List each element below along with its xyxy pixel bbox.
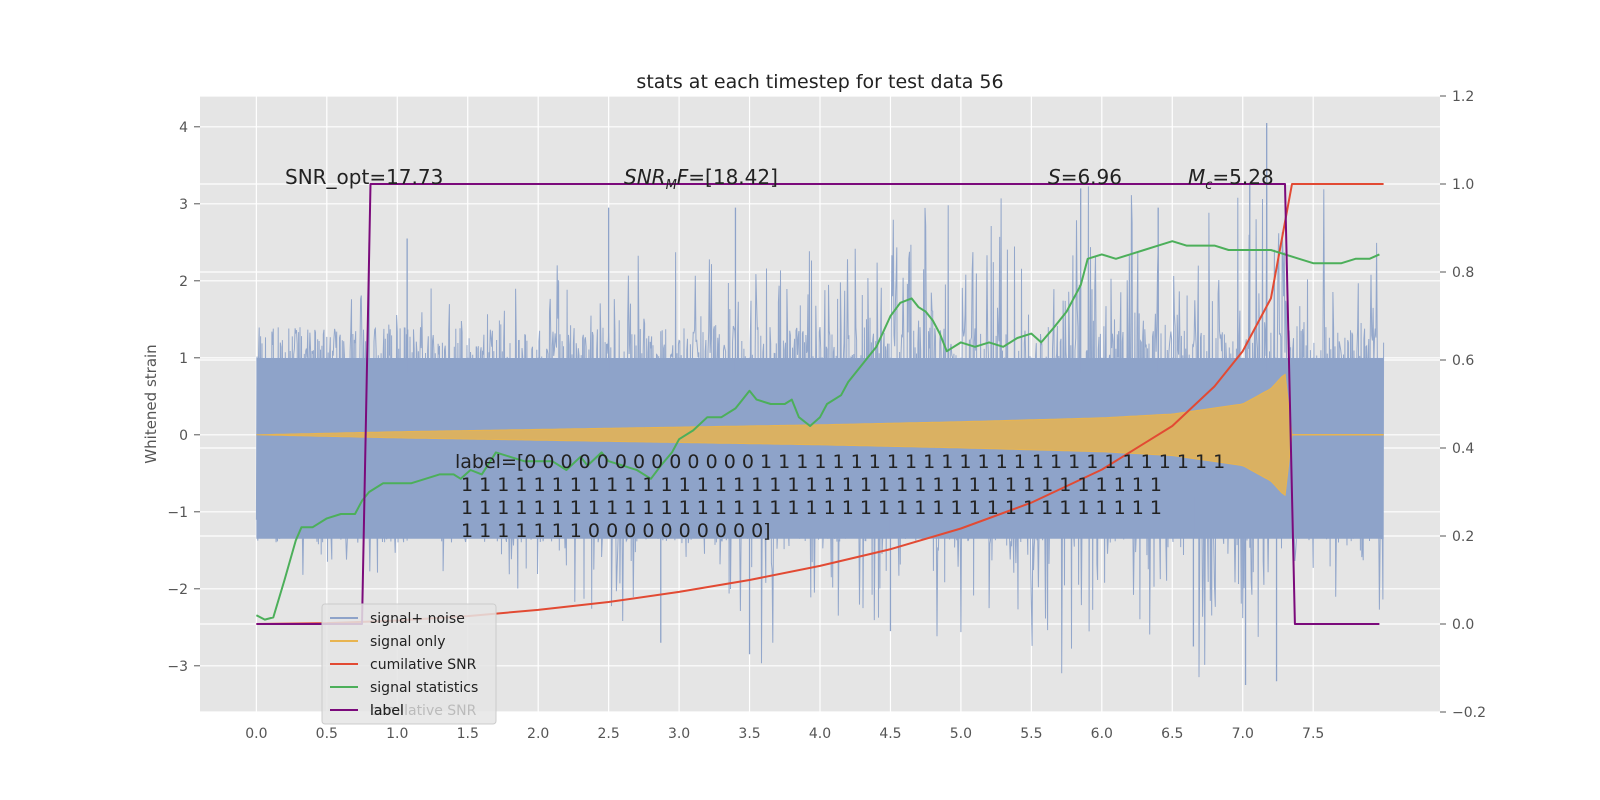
label-array-line: 1 1 1 1 1 1 1 0 0 0 0 0 0 0 0 0 0] — [455, 520, 771, 542]
legend-label: signal only — [370, 634, 445, 650]
annotation-snr-mf: SNRMF=[18.42] — [624, 165, 778, 193]
right-y-axis: −0.2 0.0 0.2 0.4 0.6 0.8 1.0 1.2 — [1440, 89, 1486, 721]
x-tick-label: 5.0 — [950, 726, 972, 742]
legend-label: cumilative SNR — [370, 657, 477, 673]
mc-sub: c — [1205, 178, 1212, 193]
y-tick-label: 1 — [179, 351, 188, 367]
signal-only-fill — [256, 373, 1293, 497]
x-tick-label: 1.0 — [386, 726, 408, 742]
plot-area — [255, 122, 1385, 686]
snr-mf-value: =[18.42] — [688, 165, 778, 189]
y-tick-label: 0 — [179, 428, 188, 444]
y2-tick-label: 1.0 — [1452, 177, 1474, 193]
x-tick-label: 2.5 — [598, 726, 620, 742]
annotation-snr-opt: SNR_opt=17.73 — [285, 165, 443, 189]
label-array-line: 1 1 1 1 1 1 1 1 1 1 1 1 1 1 1 1 1 1 1 1 … — [455, 474, 1162, 496]
chart-title: stats at each timestep for test data 56 — [636, 71, 1003, 93]
legend-label-overlay: label — [370, 703, 404, 719]
y2-tick-label: 0.8 — [1452, 265, 1474, 281]
legend-ghost-label: cumilative SNR — [370, 703, 477, 719]
legend-label: signal+ noise — [370, 611, 465, 627]
y2-tick-label: 0.2 — [1452, 529, 1474, 545]
x-tick-label: 7.5 — [1302, 726, 1324, 742]
snr-mf-f: F — [677, 165, 689, 189]
y-tick-label: −2 — [167, 582, 188, 598]
label-array-line: label=[0 0 0 0 0 0 0 0 0 0 0 0 0 1 1 1 1… — [455, 451, 1225, 473]
legend-label: label — [370, 703, 404, 719]
annotations: SNR_opt=17.73 SNRMF=[18.42] S=6.96 Mc=5.… — [285, 165, 1274, 542]
s-value: =6.96 — [1061, 165, 1122, 189]
snr-mf-base: SNR — [624, 165, 666, 189]
y-tick-label: 3 — [179, 197, 188, 213]
x-tick-label: 5.5 — [1020, 726, 1042, 742]
x-tick-label: 1.5 — [457, 726, 479, 742]
annotation-s: S=6.96 — [1048, 165, 1122, 189]
x-tick-label: 3.0 — [668, 726, 690, 742]
y-axis-label: Whitened strain — [142, 344, 160, 463]
y-tick-label: −1 — [167, 505, 188, 521]
x-tick-label: 7.0 — [1232, 726, 1254, 742]
x-axis: 0.0 0.5 1.0 1.5 2.0 2.5 3.0 3.5 4.0 4.5 5.0 5.5 6.0 6… — [245, 726, 1324, 742]
y-tick-label: 2 — [179, 274, 188, 290]
mc-symbol: M — [1188, 165, 1205, 189]
annotation-label-array: label=[0 0 0 0 0 0 0 0 0 0 0 0 0 1 1 1 1… — [455, 451, 1225, 542]
mc-value: =5.28 — [1212, 165, 1273, 189]
x-tick-label: 0.0 — [245, 726, 267, 742]
snr-mf-sub: M — [666, 178, 677, 193]
x-tick-label: 4.5 — [879, 726, 901, 742]
legend: signal+ noise signal only cumilative SNR si… — [321, 603, 497, 725]
x-tick-label: 2.0 — [527, 726, 549, 742]
y2-tick-label: 0.4 — [1452, 441, 1474, 457]
x-tick-label: 6.5 — [1161, 726, 1183, 742]
y2-tick-label: 0.6 — [1452, 353, 1474, 369]
y2-tick-label: 1.2 — [1452, 89, 1474, 105]
left-y-axis: −3 −2 −1 0 1 2 3 4 — [167, 120, 200, 675]
x-tick-label: 0.5 — [316, 726, 338, 742]
y-tick-label: 4 — [179, 120, 188, 136]
legend-label: signal statistics — [370, 680, 478, 696]
x-tick-label: 4.0 — [809, 726, 831, 742]
x-tick-label: 6.0 — [1091, 726, 1113, 742]
label-array-line: 1 1 1 1 1 1 1 1 1 1 1 1 1 1 1 1 1 1 1 1 … — [455, 497, 1162, 519]
y2-tick-label: 0.0 — [1452, 617, 1474, 633]
annotation-mc: Mc=5.28 — [1188, 165, 1274, 193]
signal-statistics-line — [255, 240, 1380, 621]
legend-box — [321, 603, 497, 725]
y2-tick-label: −0.2 — [1452, 705, 1486, 721]
s-symbol: S — [1048, 165, 1061, 189]
y-tick-label: −3 — [167, 659, 188, 675]
x-tick-label: 3.5 — [738, 726, 760, 742]
